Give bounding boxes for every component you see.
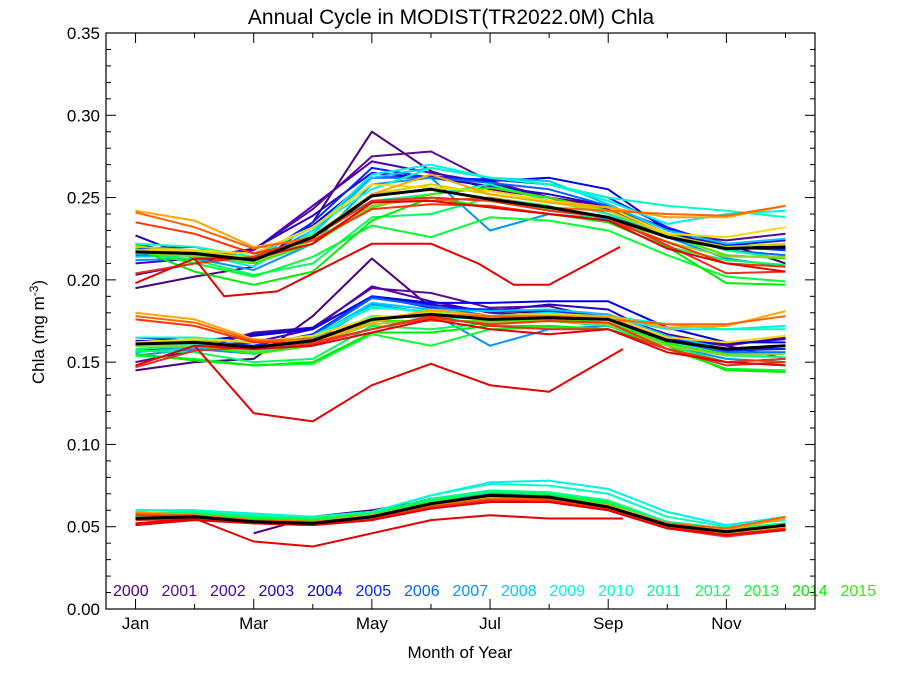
y-axis-label: Chla (mg m-3)	[27, 280, 48, 384]
legend-entry: 2001	[162, 583, 198, 600]
legend-entry: 2006	[404, 583, 440, 600]
x-tick-label: Nov	[711, 614, 742, 633]
series-line-middle	[135, 324, 786, 373]
y-tick-label: 0.15	[67, 353, 100, 372]
series-line-middle	[135, 313, 786, 342]
y-tick-label: 0.05	[67, 518, 100, 537]
y-axis: 0.00 0.05 0.10 0.15 0.20 0.25 0.30 0.35	[67, 24, 815, 619]
y-tick-label: 0.00	[67, 600, 100, 619]
series-line-lower	[135, 482, 786, 528]
legend-entry: 2003	[259, 583, 295, 600]
series-line-upper	[135, 183, 786, 255]
series-line-upper	[135, 216, 786, 283]
series-line-middle	[193, 345, 624, 423]
series-line-upper	[135, 130, 786, 290]
legend-entry: 2000	[113, 583, 149, 600]
series-line-lower	[135, 514, 623, 548]
x-tick-label: Mar	[239, 614, 269, 633]
series-line-middle	[135, 295, 786, 352]
x-tick-label: Jul	[479, 614, 501, 633]
series-line-upper	[135, 166, 786, 258]
series-line-lower	[135, 497, 786, 530]
legend-entry: 2007	[453, 583, 489, 600]
legend-entry: 2010	[598, 583, 634, 600]
legend-entry: 2015	[841, 583, 877, 600]
legend-entry: 2013	[744, 583, 780, 600]
x-tick-label: May	[356, 614, 389, 633]
y-tick-label: 0.20	[67, 271, 100, 290]
mean-line-lower	[135, 493, 786, 534]
legend-entry: 2004	[307, 583, 343, 600]
legend-entry: 2002	[210, 583, 246, 600]
series-line-middle	[135, 320, 786, 367]
legend-entry: 2012	[695, 583, 731, 600]
chart-title: Annual Cycle in MODIST(TR2022.0M) Chla	[248, 6, 654, 29]
plot-frame	[105, 32, 816, 610]
x-tick-label: Sep	[593, 614, 623, 633]
y-tick-label: 0.10	[67, 435, 100, 454]
legend-entry: 2008	[501, 583, 537, 600]
mean-line-upper	[135, 187, 786, 262]
legend-entry: 2009	[550, 583, 586, 600]
series-line-upper	[135, 163, 786, 268]
series-line-upper	[135, 196, 786, 286]
series-line-upper	[135, 173, 786, 248]
mean-line-middle	[135, 312, 786, 351]
x-axis-label: Month of Year	[408, 643, 513, 662]
y-tick-label: 0.35	[67, 24, 100, 43]
legend: 2000 2001 2002 2003 2004 2005 2006 2007 2008 2009…	[113, 583, 876, 600]
series-line-middle	[135, 295, 786, 344]
y-tick-label: 0.30	[67, 106, 100, 125]
legend-entry: 2005	[356, 583, 392, 600]
x-axis: Jan Mar May Jul Sep Nov	[122, 33, 786, 633]
series-line-middle	[135, 318, 786, 367]
legend-entry: 2014	[792, 583, 828, 600]
series-line-lower	[135, 501, 786, 536]
x-tick-label: Jan	[122, 614, 149, 633]
series-line-upper	[193, 242, 621, 298]
y-tick-label: 0.25	[67, 189, 100, 208]
plot-area	[135, 130, 786, 548]
legend-entry: 2011	[647, 583, 682, 600]
series-line-middle	[135, 308, 786, 344]
